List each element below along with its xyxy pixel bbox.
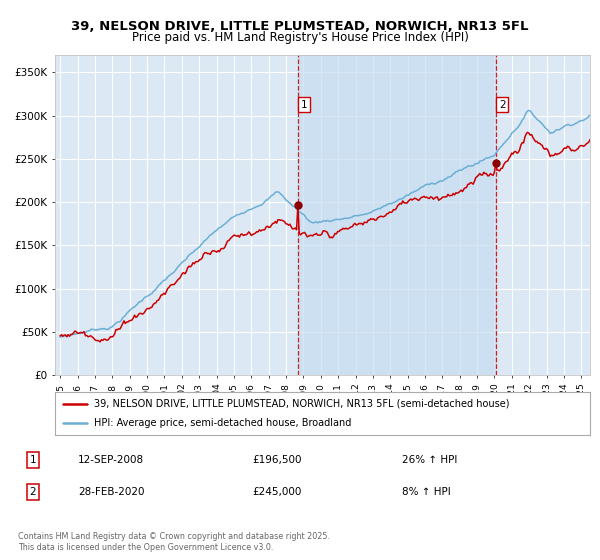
Text: 1: 1	[29, 455, 37, 465]
Text: 12-SEP-2008: 12-SEP-2008	[78, 455, 144, 465]
Text: 39, NELSON DRIVE, LITTLE PLUMSTEAD, NORWICH, NR13 5FL (semi-detached house): 39, NELSON DRIVE, LITTLE PLUMSTEAD, NORW…	[94, 399, 509, 409]
Text: Price paid vs. HM Land Registry's House Price Index (HPI): Price paid vs. HM Land Registry's House …	[131, 31, 469, 44]
Text: 28-FEB-2020: 28-FEB-2020	[78, 487, 145, 497]
Text: £245,000: £245,000	[252, 487, 301, 497]
Text: HPI: Average price, semi-detached house, Broadland: HPI: Average price, semi-detached house,…	[94, 418, 351, 428]
Text: 39, NELSON DRIVE, LITTLE PLUMSTEAD, NORWICH, NR13 5FL: 39, NELSON DRIVE, LITTLE PLUMSTEAD, NORW…	[71, 20, 529, 32]
Text: 2: 2	[499, 100, 505, 110]
Text: 8% ↑ HPI: 8% ↑ HPI	[402, 487, 451, 497]
Bar	[298, 55, 496, 375]
Text: Contains HM Land Registry data © Crown copyright and database right 2025.
This d: Contains HM Land Registry data © Crown c…	[18, 532, 330, 552]
Text: 1: 1	[301, 100, 307, 110]
Text: 26% ↑ HPI: 26% ↑ HPI	[402, 455, 457, 465]
Text: 2: 2	[29, 487, 37, 497]
Text: £196,500: £196,500	[252, 455, 302, 465]
